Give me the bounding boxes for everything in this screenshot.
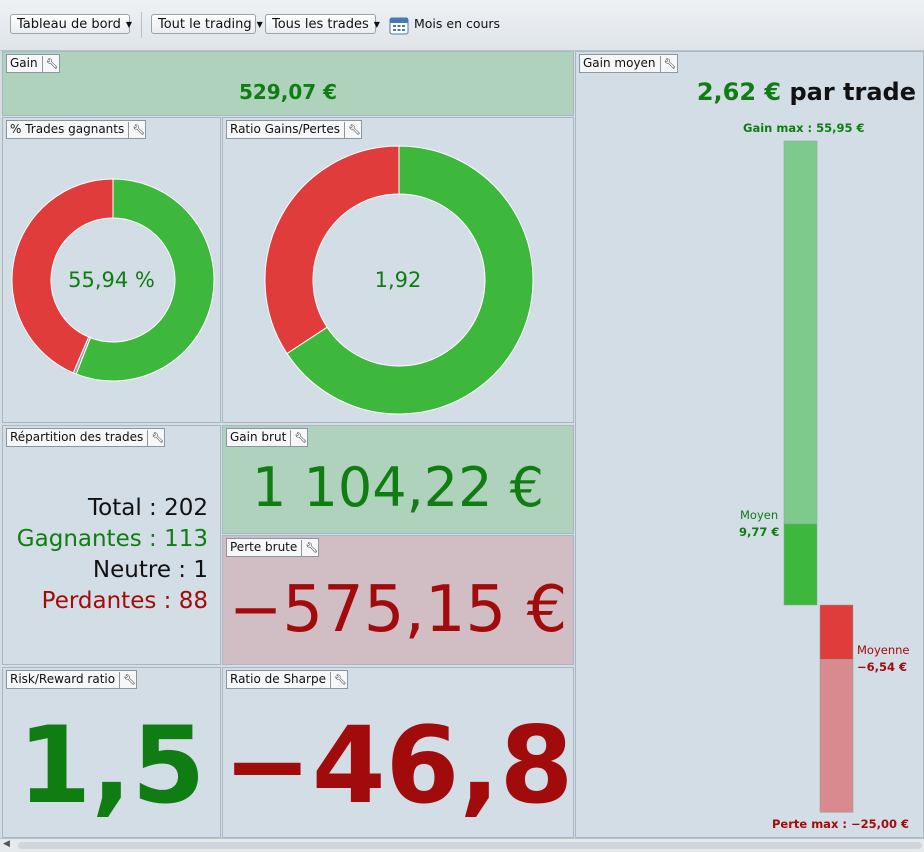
win-rate-donut-chart (11, 178, 215, 382)
wrench-icon[interactable]: 🔧︎ (147, 430, 164, 447)
gain-brut-panel-header: Gain brut 🔧︎ (226, 428, 309, 447)
trades-filter-dropdown[interactable]: Tous les trades ▼ (265, 14, 380, 34)
scroll-left-icon[interactable]: ◀ (3, 839, 10, 849)
per-trade-label: par trade (789, 78, 916, 106)
losing-trades-line: Perdantes : 88 (41, 588, 208, 614)
trades-filter-label: Tous les trades (272, 17, 369, 32)
perte-brute-panel: Perte brute 🔧︎ −575,15 € (222, 535, 574, 665)
moyen-label: Moyen (740, 508, 779, 522)
panel-title: Risk/Reward ratio (10, 672, 116, 686)
risk-reward-value: 1,5 (17, 704, 206, 827)
risk-reward-panel: Risk/Reward ratio 🔧︎ 1,5 (2, 667, 221, 838)
average-loss-bar (819, 604, 854, 660)
gain-loss-bar-chart (783, 140, 854, 813)
panel-title: Ratio Gains/Pertes (230, 122, 340, 136)
total-value: 202 (164, 495, 208, 521)
gain-panel: Gain 🔧︎ 529,07 € (2, 51, 574, 116)
risk-reward-panel-header: Risk/Reward ratio 🔧︎ (6, 670, 138, 689)
gagnantes-label: Gagnantes (16, 526, 142, 552)
scrollbar-thumb[interactable] (18, 842, 922, 849)
panel-title: Ratio de Sharpe (230, 672, 326, 686)
wrench-icon[interactable]: 🔧︎ (329, 672, 347, 689)
gain-value: 529,07 € (238, 80, 338, 104)
trades-gagnants-panel: % Trades gagnants 🔧︎ 55,94 % (2, 117, 221, 423)
period-button[interactable]: Mois en cours (414, 16, 501, 31)
wrench-icon[interactable]: 🔧︎ (343, 122, 361, 139)
average-gain-value: 2,62 € par trade (697, 78, 916, 106)
gross-loss-value: −575,15 € (228, 573, 568, 647)
gross-gain-value: 1 104,22 € (252, 456, 544, 519)
wrench-icon[interactable]: 🔧︎ (659, 56, 676, 73)
repartition-panel: Répartition des trades 🔧︎ Total : 202 Gag… (2, 425, 221, 665)
win-rate-value: 55,94 % (68, 268, 155, 292)
panel-title: Gain moyen (583, 56, 656, 70)
trading-filter-label: Tout le trading (158, 17, 252, 32)
dashboard-dropdown-label: Tableau de bord (17, 17, 121, 32)
repartition-panel-header: Répartition des trades 🔧︎ (6, 428, 166, 447)
gains-slice (286, 145, 534, 415)
panel-title: Gain brut (230, 430, 287, 444)
gain-moyen-panel-header: Gain moyen 🔧︎ (579, 54, 678, 73)
neutral-trades-line: Neutre : 1 (92, 557, 208, 583)
average-gain-amount: 2,62 € (696, 78, 782, 106)
perdantes-value: 88 (178, 588, 208, 614)
panel-title: Perte brute (230, 540, 298, 554)
total-trades-line: Total : 202 (88, 495, 208, 521)
moyen-value: 9,77 € (739, 525, 780, 539)
gain-brut-panel: Gain brut 🔧︎ 1 104,22 € (222, 425, 574, 534)
gain-panel-header: Gain 🔧︎ (6, 54, 60, 73)
gain-loss-ratio-donut-chart (264, 145, 534, 415)
losses-slice (264, 145, 400, 355)
panel-title: Répartition des trades (10, 430, 144, 444)
moyenne-value: −6,54 € (857, 660, 908, 674)
gain-max-label: Gain max : 55,95 € (743, 121, 865, 135)
neutre-label: Neutre (92, 557, 171, 583)
dashboard-dropdown[interactable]: Tableau de bord ▼ (10, 14, 133, 34)
average-gain-bar (783, 523, 818, 606)
sharpe-panel: Ratio de Sharpe 🔧︎ −46,8 (222, 667, 574, 838)
perdantes-label: Perdantes (41, 588, 157, 614)
panel-title: Gain (10, 56, 38, 70)
ratio-gains-pertes-panel-header: Ratio Gains/Pertes 🔧︎ (226, 120, 362, 139)
chevron-down-icon: ▼ (256, 20, 263, 29)
wrench-icon[interactable]: 🔧︎ (119, 672, 136, 689)
gagnantes-value: 113 (164, 526, 208, 552)
sharpe-panel-header: Ratio de Sharpe 🔧︎ (226, 670, 348, 689)
horizontal-scrollbar[interactable]: ◀ (0, 838, 924, 852)
perte-brute-panel-header: Perte brute 🔧︎ (226, 538, 320, 557)
calendar-icon[interactable] (389, 15, 409, 35)
trading-filter-dropdown[interactable]: Tout le trading ▼ (151, 14, 263, 34)
chevron-down-icon: ▼ (125, 20, 133, 29)
chevron-down-icon: ▼ (373, 20, 380, 29)
total-label: Total (88, 495, 142, 521)
wrench-icon[interactable]: 🔧︎ (41, 56, 58, 73)
perte-max-label: Perte max : −25,00 € (772, 817, 909, 831)
sharpe-ratio-value: −46,8 (223, 704, 574, 827)
toolbar: Tableau de bord ▼ Tout le trading ▼ Tous l… (0, 0, 924, 51)
winning-trades-slice (75, 178, 215, 382)
losing-trades-slice (11, 178, 114, 374)
wrench-icon[interactable]: 🔧︎ (301, 540, 318, 557)
ratio-gains-pertes-panel: Ratio Gains/Pertes 🔧︎ 1,92 (222, 117, 574, 423)
toolbar-separator (141, 12, 142, 38)
winning-trades-line: Gagnantes : 113 (16, 526, 208, 552)
neutre-value: 1 (193, 557, 208, 583)
trades-gagnants-panel-header: % Trades gagnants 🔧︎ (6, 120, 147, 139)
wrench-icon[interactable]: 🔧︎ (128, 122, 145, 139)
wrench-icon[interactable]: 🔧︎ (290, 430, 307, 447)
gain-max-bar (783, 140, 818, 525)
moyenne-label: Moyenne (857, 643, 910, 657)
panel-title: % Trades gagnants (10, 122, 125, 136)
gain-loss-ratio-value: 1,92 (374, 268, 422, 292)
gain-moyen-panel: Gain moyen 🔧︎ 2,62 € par trade Gain max :… (575, 51, 924, 838)
max-loss-bar (819, 658, 854, 813)
